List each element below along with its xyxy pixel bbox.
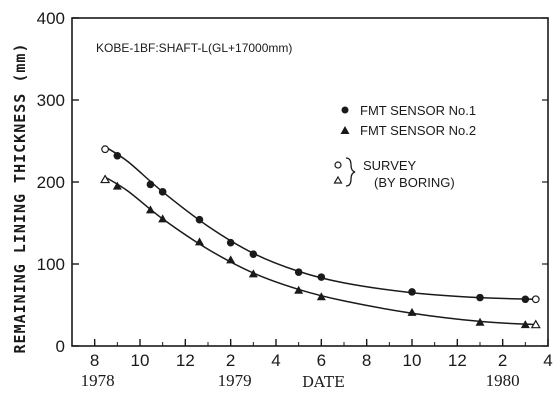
legend-sensor2-label: FMT SENSOR No.2 (360, 123, 476, 138)
legend-survey-sub-label: (BY BORING) (374, 175, 455, 190)
x-tick-label: 4 (271, 351, 280, 370)
sensor2-point (316, 292, 326, 301)
year-label: 1978 (81, 371, 115, 390)
survey-circle-point (531, 295, 540, 304)
x-tick-label: 12 (448, 351, 467, 370)
sensor2-point (407, 307, 417, 316)
survey-circle-point (101, 145, 109, 154)
legend-brace (345, 157, 356, 187)
survey-triangle-point (100, 174, 111, 184)
fitted-curve-2 (104, 176, 536, 326)
sensor1-point (317, 273, 326, 281)
x-tick-label: 4 (543, 351, 552, 370)
sensor1-point (521, 295, 530, 304)
x-tick-label: 12 (176, 351, 195, 370)
y-tick-label: 400 (37, 9, 65, 28)
sensor2-point (194, 237, 204, 246)
sensor1-point (476, 293, 484, 302)
x-tick-label: 8 (90, 351, 99, 370)
sensor2-point (158, 214, 168, 223)
y-axis-ticks: 0 100 200 300 400 (37, 9, 548, 356)
sensor1-point (195, 215, 204, 224)
fitted-curves (104, 146, 536, 326)
y-tick-label: 100 (37, 255, 65, 274)
legend-sensor1-label: FMT SENSOR No.1 (360, 103, 476, 118)
fitted-curve-1 (104, 146, 536, 301)
x-tick-label: 10 (403, 351, 422, 370)
sensor1-point (408, 288, 416, 296)
y-tick-label: 200 (37, 173, 65, 192)
year-label: 1979 (218, 371, 252, 390)
legend-sensor1-marker (341, 106, 349, 114)
legend: FMT SENSOR No.1 FMT SENSOR No.2 SURVEY (… (333, 103, 476, 190)
data-points (100, 145, 541, 329)
x-tick-label: 6 (317, 351, 326, 370)
legend-survey-triangle-marker (333, 175, 343, 184)
year-label: 1980 (486, 371, 520, 390)
x-tick-label: 2 (226, 351, 235, 370)
sensor2-point (520, 320, 530, 329)
sensor1-point (249, 250, 258, 258)
sensor1-point (294, 268, 303, 277)
chart-title: KOBE-1BF:SHAFT-L(GL+17000mm) (96, 41, 292, 55)
sensor1-point (146, 180, 155, 189)
sensor2-point (294, 285, 304, 294)
y-tick-label: 300 (37, 91, 65, 110)
sensor1-point (226, 238, 235, 247)
year-labels: 1978 1979 1980 (81, 371, 520, 390)
x-tick-label: 10 (131, 351, 150, 370)
y-axis-title: REMAINING LINING THICKNESS (mm) (11, 43, 29, 354)
sensor2-point (248, 269, 258, 278)
sensor2-point (112, 181, 122, 190)
sensor1-point (158, 188, 167, 196)
sensor1-point (113, 151, 122, 160)
legend-survey-circle-marker (334, 161, 342, 169)
y-tick-label: 0 (56, 337, 65, 356)
survey-triangle-point (530, 319, 541, 329)
x-tick-label: 2 (498, 351, 507, 370)
sensor2-point (475, 317, 485, 326)
legend-sensor2-marker (340, 126, 350, 134)
x-axis-title: DATE (302, 373, 345, 391)
x-axis-ticks: 8 10 12 2 4 6 8 10 12 2 4 (71, 339, 553, 370)
legend-survey-label: SURVEY (363, 158, 417, 173)
x-tick-label: 8 (362, 351, 371, 370)
sensor2-point (226, 255, 236, 264)
sensor2-point (145, 205, 155, 214)
